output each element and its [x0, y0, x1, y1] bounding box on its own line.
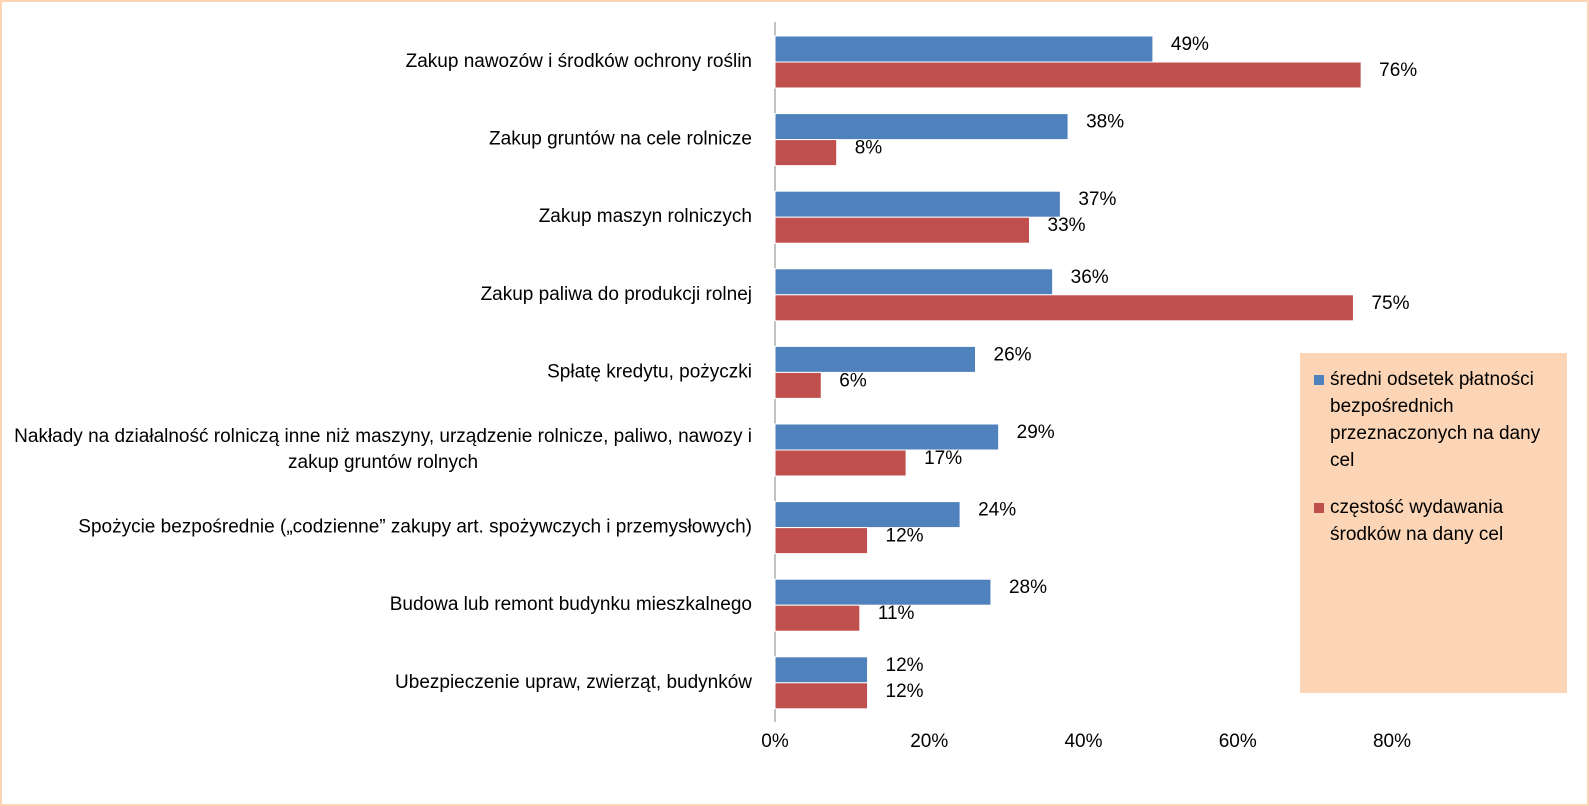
- x-tick-label: 80%: [1373, 731, 1411, 752]
- bar: [774, 268, 1054, 296]
- value-label: 12%: [886, 526, 924, 547]
- value-label: 29%: [1017, 422, 1055, 443]
- bar: [774, 604, 861, 632]
- x-tick-label: 60%: [1219, 731, 1257, 752]
- legend-label: średni odsetek płatności bezpośrednich prz…: [1330, 369, 1541, 471]
- value-label: 28%: [1009, 577, 1047, 598]
- x-tick-label: 0%: [761, 731, 789, 752]
- bar: [774, 371, 822, 399]
- bar: [774, 139, 838, 167]
- bar: [774, 294, 1354, 322]
- value-label: 6%: [839, 370, 867, 391]
- bar: [774, 190, 1061, 218]
- bar: [774, 35, 1154, 63]
- category-label: Zakup gruntów na cele rolnicze: [489, 129, 752, 150]
- bar: [774, 527, 869, 555]
- value-label: 8%: [855, 138, 883, 159]
- value-label: 36%: [1071, 267, 1109, 288]
- category-label: Spłatę kredytu, pożyczki: [547, 361, 752, 382]
- bar: [774, 423, 1000, 451]
- x-tick-label: 40%: [1064, 731, 1102, 752]
- value-label: 37%: [1078, 189, 1116, 210]
- bar: [774, 656, 869, 684]
- value-label: 12%: [886, 681, 924, 702]
- category-label: Nakłady na działalność rolniczą inne niż…: [14, 426, 752, 473]
- legend-swatch: [1314, 375, 1324, 385]
- x-tick-label: 20%: [910, 731, 948, 752]
- category-label: Budowa lub remont budynku mieszkalnego: [390, 594, 752, 615]
- bar: [774, 578, 992, 606]
- value-label: 33%: [1048, 215, 1086, 236]
- legend-box: [1300, 353, 1567, 693]
- bar: [774, 216, 1031, 244]
- value-label: 26%: [994, 344, 1032, 365]
- value-label: 11%: [878, 603, 915, 624]
- value-label: 17%: [924, 448, 962, 469]
- value-label: 49%: [1171, 34, 1209, 55]
- bar: [774, 449, 907, 477]
- value-label: 24%: [978, 500, 1016, 521]
- legend-swatch: [1314, 503, 1324, 513]
- value-label: 12%: [886, 655, 924, 676]
- value-label: 75%: [1371, 293, 1409, 314]
- bar: [774, 113, 1069, 141]
- category-label: Zakup maszyn rolniczych: [539, 206, 752, 227]
- category-label: Ubezpieczenie upraw, zwierząt, budynków: [395, 672, 752, 693]
- bar: [774, 345, 977, 373]
- legend-label: częstość wydawania środków na dany cel: [1330, 497, 1504, 545]
- category-label: Zakup paliwa do produkcji rolnej: [481, 284, 752, 305]
- value-label: 76%: [1379, 60, 1417, 81]
- category-label: Spożycie bezpośrednie („codzienne” zakup…: [78, 517, 752, 538]
- value-label: 38%: [1086, 112, 1124, 133]
- category-label: Zakup nawozów i środków ochrony roślin: [406, 51, 752, 72]
- bar: [774, 61, 1362, 89]
- bar: [774, 682, 869, 710]
- bar: [774, 501, 961, 529]
